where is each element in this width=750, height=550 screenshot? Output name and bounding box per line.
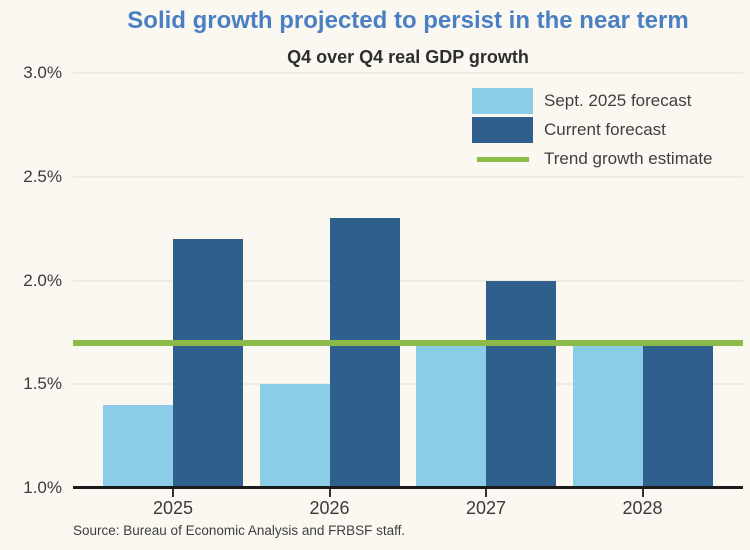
bar-sept-forecast-2028 xyxy=(572,342,643,488)
chart-subtitle: Q4 over Q4 real GDP growth xyxy=(287,47,529,67)
x-axis-label-2028: 2028 xyxy=(622,498,663,518)
trend-line-swatch-wrap xyxy=(472,146,533,172)
bar-sept-forecast-2026 xyxy=(259,384,330,488)
trend-growth-line xyxy=(73,339,743,346)
gridline xyxy=(73,383,743,386)
legend-item-current-forecast: Current forecast xyxy=(472,117,713,143)
legend-item-sept-forecast: Sept. 2025 forecast xyxy=(472,88,713,114)
bar-sept-forecast-2027 xyxy=(416,342,486,488)
y-axis-tick-label: 1.5% xyxy=(23,374,62,394)
gridline xyxy=(73,72,743,74)
y-axis-tick-label: 2.5% xyxy=(23,166,62,186)
x-axis-label-2027: 2027 xyxy=(465,498,507,518)
x-axis-tick xyxy=(328,489,331,497)
x-axis-tick xyxy=(641,489,644,497)
x-axis-tick xyxy=(172,489,174,497)
legend-label: Sept. 2025 forecast xyxy=(544,91,692,110)
x-axis-label-2025: 2025 xyxy=(152,498,194,518)
bar-sept-forecast-2025 xyxy=(103,405,173,488)
x-axis-line xyxy=(73,486,743,489)
y-axis-tick-label: 1.0% xyxy=(23,478,62,497)
gridline xyxy=(73,175,743,178)
x-axis-label-2026: 2026 xyxy=(309,498,350,518)
bar-current-forecast-2027 xyxy=(486,280,556,488)
light-blue-swatch xyxy=(472,88,533,114)
bar-current-forecast-2026 xyxy=(329,218,400,488)
x-axis-tick xyxy=(485,489,487,497)
green-line-swatch xyxy=(476,156,529,162)
legend-label: Trend growth estimate xyxy=(544,149,713,168)
legend: Sept. 2025 forecast Current forecast Tre… xyxy=(472,88,713,175)
gridline xyxy=(73,279,743,282)
legend-item-trend: Trend growth estimate xyxy=(472,146,713,172)
chart-title: Solid growth projected to persist in the… xyxy=(127,7,689,34)
y-axis-tick-label: 2.0% xyxy=(23,270,62,290)
dark-blue-swatch xyxy=(472,117,533,143)
source-note: Source: Bureau of Economic Analysis and … xyxy=(73,523,406,538)
legend-label: Current forecast xyxy=(544,120,666,139)
bar-current-forecast-2025 xyxy=(173,239,243,488)
y-axis-tick-label: 3.0% xyxy=(23,63,62,82)
bar-current-forecast-2028 xyxy=(642,342,713,488)
